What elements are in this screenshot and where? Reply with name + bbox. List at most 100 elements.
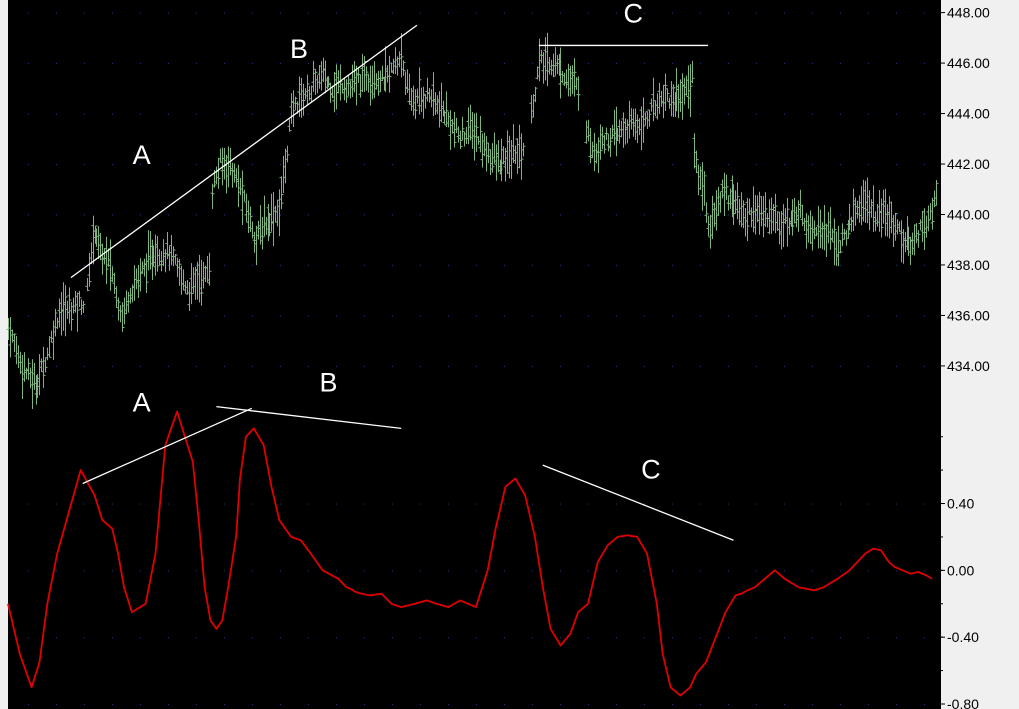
price-bar: [519, 133, 524, 180]
grid-dot: [840, 214, 841, 216]
grid-dot: [672, 703, 673, 705]
grid-dot: [616, 637, 617, 639]
grid-dot: [896, 365, 897, 367]
grid-dot: [280, 637, 281, 639]
oscillator-line: [7, 410, 933, 697]
grid-dot: [756, 214, 757, 216]
annotation-label-a: A: [133, 140, 151, 170]
grid-dot: [896, 164, 897, 166]
grid-dot: [476, 315, 477, 317]
price-bar: [291, 90, 296, 128]
price-bar: [572, 58, 577, 97]
grid-dot: [560, 164, 561, 166]
price-bar: [344, 79, 349, 103]
grid-dot: [616, 12, 617, 14]
price-bar: [240, 170, 245, 225]
grid-dot: [700, 113, 701, 115]
grid-dot: [336, 703, 337, 705]
grid-dot: [364, 264, 365, 266]
grid-dot: [896, 12, 897, 14]
grid-dot: [336, 164, 337, 166]
grid-dot: [644, 315, 645, 317]
price-bar: [287, 119, 292, 132]
price-bar: [478, 116, 483, 153]
axis-panel: [940, 0, 1019, 709]
grid-dot: [112, 264, 113, 266]
price-bar: [189, 263, 194, 305]
trendlines: [70, 24, 734, 541]
grid-dot: [616, 63, 617, 65]
grid-dot: [476, 12, 477, 14]
grid-dot: [924, 113, 925, 115]
grid-dot: [812, 214, 813, 216]
grid-dot: [560, 365, 561, 367]
grid-dot: [672, 315, 673, 317]
price-bar: [144, 253, 149, 293]
grid-dot: [728, 164, 729, 166]
grid-dot: [336, 264, 337, 266]
grid-dot: [476, 503, 477, 505]
price-bar: [893, 212, 898, 241]
grid-dot: [728, 637, 729, 639]
grid-dot: [448, 164, 449, 166]
price-bar: [735, 182, 740, 220]
grid-dot: [308, 164, 309, 166]
grid-dot: [700, 12, 701, 14]
price-bar: [26, 358, 31, 381]
grid-dot: [812, 503, 813, 505]
grid-dot: [420, 703, 421, 705]
grid-dot: [672, 113, 673, 115]
grid-dot: [112, 365, 113, 367]
grid-dot: [252, 503, 253, 505]
grid-dot: [560, 12, 561, 14]
grid-dot: [56, 63, 57, 65]
grid-dot: [28, 164, 29, 166]
price-bar: [12, 333, 17, 353]
grid-dot: [392, 365, 393, 367]
grid-dot: [700, 503, 701, 505]
grid-dot: [700, 63, 701, 65]
grid-dot: [336, 365, 337, 367]
price-bar: [790, 199, 795, 236]
tick-label: 446.00: [947, 55, 990, 71]
grid-dot: [28, 63, 29, 65]
grid-dot: [728, 214, 729, 216]
grid-dot: [756, 315, 757, 317]
grid-dot: [420, 214, 421, 216]
grid-dot: [140, 63, 141, 65]
grid-dot: [532, 503, 533, 505]
grid-dot: [868, 637, 869, 639]
price-bar: [210, 183, 215, 210]
grid-dot: [644, 637, 645, 639]
grid-dot: [784, 365, 785, 367]
price-bar: [63, 285, 68, 337]
grid-dot: [840, 164, 841, 166]
grid-dot: [868, 315, 869, 317]
grid-dot: [532, 264, 533, 266]
trendline-a: [82, 407, 253, 485]
grid-dot: [700, 703, 701, 705]
grid-dot: [728, 264, 729, 266]
grid-dot: [616, 164, 617, 166]
grid-dot: [252, 214, 253, 216]
grid-dot: [812, 570, 813, 572]
grid-dot: [588, 637, 589, 639]
grid-dot: [868, 12, 869, 14]
grid-dot: [168, 264, 169, 266]
grid-dot: [756, 264, 757, 266]
price-bar: [702, 171, 707, 206]
grid-dot: [280, 315, 281, 317]
grid-dot: [812, 12, 813, 14]
tick-label: 442.00: [947, 156, 990, 172]
grid-dot: [392, 12, 393, 14]
grid-dot: [868, 365, 869, 367]
grid-dot: [392, 113, 393, 115]
grid-dot: [280, 164, 281, 166]
grid-dot: [224, 12, 225, 14]
grid-dot: [28, 113, 29, 115]
grid-dot: [532, 63, 533, 65]
grid-dot: [56, 264, 57, 266]
grid-dot: [532, 315, 533, 317]
grid-dot: [644, 365, 645, 367]
